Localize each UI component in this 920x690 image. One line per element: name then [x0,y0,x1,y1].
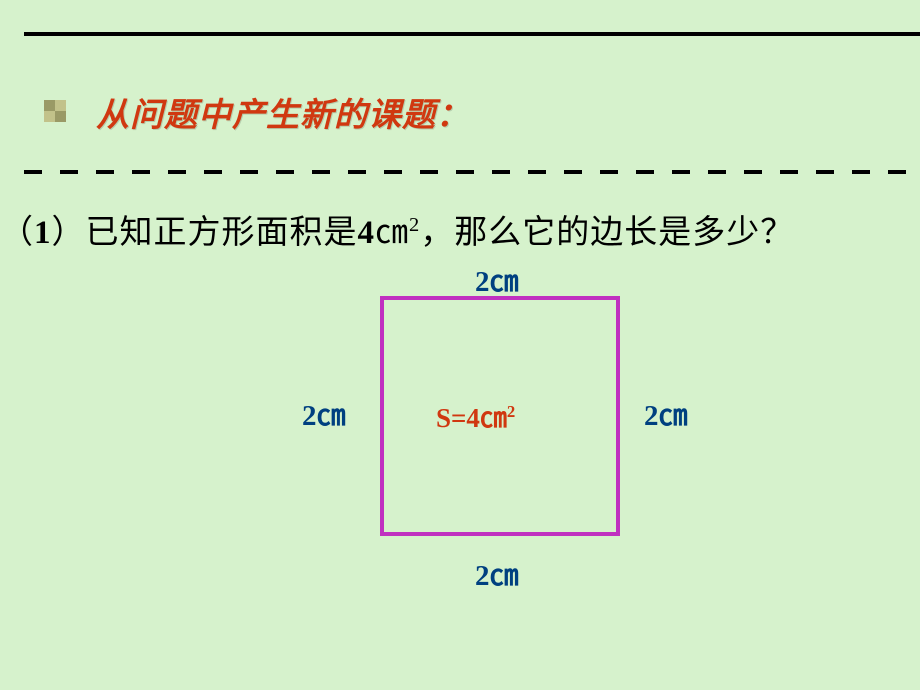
dashed-divider [24,170,920,174]
area-unit: ㎝ [480,403,507,433]
area-prefix: S= [436,403,466,433]
side-label-right: 2㎝ [644,392,688,434]
bullet-icon [44,100,66,122]
q-prefix: （ [0,215,34,251]
side-label-bottom: 2㎝ [475,552,519,594]
q-mid2: ，那么它的边长是多少？ [420,215,794,251]
side-label-left: 2㎝ [302,392,346,434]
side-left-value: 2 [302,400,317,432]
side-left-unit: ㎝ [317,400,346,432]
top-divider [24,32,920,36]
side-top-value: 2 [475,266,490,298]
side-label-top: 2㎝ [475,258,519,300]
side-right-unit: ㎝ [659,400,688,432]
area-value: 4 [466,403,480,433]
q-unit: ㎝ [375,215,409,251]
q-sup: 2 [409,214,420,236]
area-label: S=4㎝2 [436,396,515,435]
q-index: 1 [34,215,52,251]
side-bot-unit: ㎝ [490,560,519,592]
side-bot-value: 2 [475,560,490,592]
area-sup: 2 [507,402,515,421]
q-area-val: 4 [358,215,376,251]
side-right-value: 2 [644,400,659,432]
question-text: （1）已知正方形面积是4㎝2，那么它的边长是多少？ [0,205,794,253]
side-top-unit: ㎝ [490,266,519,298]
q-mid1: ）已知正方形面积是 [52,215,358,251]
slide-heading: 从问题中产生新的课题： [96,88,470,136]
